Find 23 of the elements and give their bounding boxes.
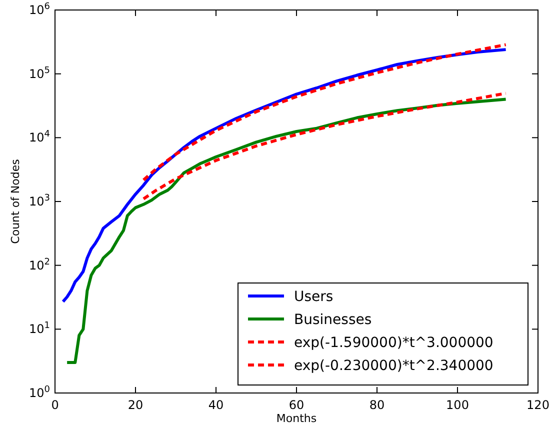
y-axis-title: Count of Nodes [9, 158, 22, 244]
y-tick-label: 10$^{6}$ [28, 2, 50, 17]
x-axis-title: Months [276, 412, 317, 423]
legend-label: exp(-1.590000)*t^3.000000 [294, 335, 494, 351]
x-tick-label: 20 [128, 398, 144, 412]
legend-label: exp(-0.230000)*t^2.340000 [294, 358, 494, 374]
y-tick-label: 10$^{4}$ [28, 130, 50, 145]
x-tick-label: 100 [446, 398, 469, 412]
x-tick-label: 0 [51, 398, 59, 412]
x-tick-label: 40 [208, 398, 224, 412]
legend-label: Businesses [294, 312, 372, 328]
y-tick-label: 10$^{0}$ [28, 385, 50, 400]
x-tick-label: 120 [526, 398, 550, 412]
y-tick-label: 10$^{3}$ [28, 194, 50, 208]
x-tick-label: 80 [369, 398, 385, 412]
x-tick-label: 60 [288, 398, 304, 412]
line-series [142, 92, 508, 200]
line-series [62, 48, 508, 304]
y-tick-label: 10$^{5}$ [28, 66, 50, 81]
legend-label: Users [294, 289, 334, 305]
line-series [142, 43, 508, 182]
y-tick-label: 10$^{1}$ [28, 321, 50, 336]
y-tick-label: 10$^{2}$ [28, 257, 50, 272]
